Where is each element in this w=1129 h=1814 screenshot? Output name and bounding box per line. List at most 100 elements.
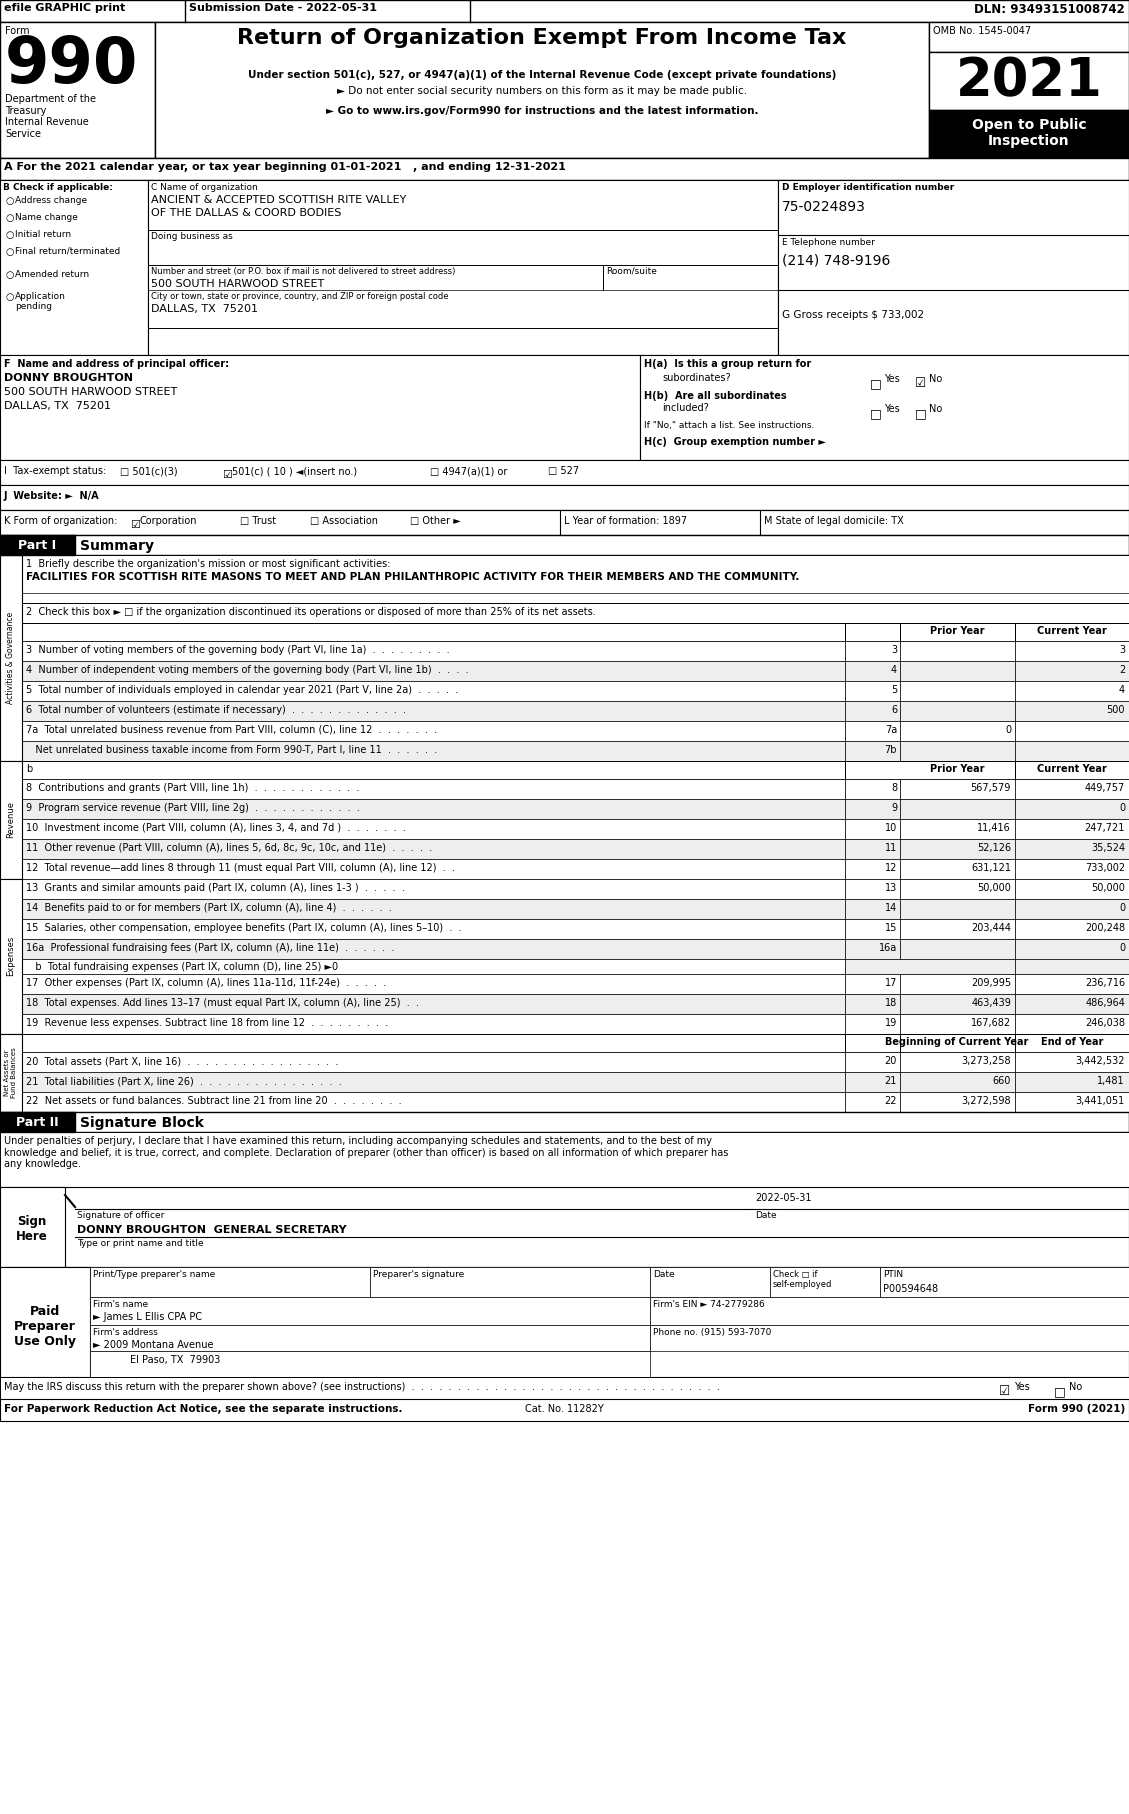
Text: 0: 0 <box>1005 726 1010 735</box>
Bar <box>1015 720 1129 740</box>
Bar <box>900 994 1015 1014</box>
Text: 4: 4 <box>891 666 898 675</box>
Bar <box>0 1186 65 1266</box>
Text: 8: 8 <box>891 784 898 793</box>
Text: 14  Benefits paid to or for members (Part IX, column (A), line 4)  .  .  .  .  .: 14 Benefits paid to or for members (Part… <box>26 903 392 912</box>
Bar <box>148 180 778 356</box>
Text: 21: 21 <box>885 1076 898 1087</box>
Bar <box>21 994 844 1014</box>
Text: Date: Date <box>653 1270 675 1279</box>
Text: 567,579: 567,579 <box>971 784 1010 793</box>
Bar <box>844 940 900 960</box>
Bar <box>778 180 1129 356</box>
Text: Summary: Summary <box>80 539 154 553</box>
Text: 500: 500 <box>1106 706 1124 715</box>
Text: M State of legal domicile: TX: M State of legal domicile: TX <box>764 515 903 526</box>
Bar <box>21 555 1129 602</box>
Text: 631,121: 631,121 <box>971 863 1010 873</box>
Bar <box>1015 880 1129 900</box>
Bar <box>640 356 1129 461</box>
Bar <box>0 484 1129 510</box>
Text: Yes: Yes <box>1014 1382 1030 1391</box>
Bar <box>900 640 1015 660</box>
Bar <box>900 818 1015 840</box>
Bar <box>1015 622 1129 640</box>
Text: 13  Grants and similar amounts paid (Part IX, column (A), lines 1-3 )  .  .  .  : 13 Grants and similar amounts paid (Part… <box>26 883 405 892</box>
Bar <box>21 740 844 762</box>
Bar <box>1015 660 1129 680</box>
Bar <box>844 1072 900 1092</box>
Bar <box>21 762 844 778</box>
Text: 3,273,258: 3,273,258 <box>962 1056 1010 1067</box>
Text: L Year of formation: 1897: L Year of formation: 1897 <box>564 515 688 526</box>
Text: OMB No. 1545-0047: OMB No. 1545-0047 <box>933 25 1031 36</box>
Text: 4: 4 <box>1119 686 1124 695</box>
Bar <box>370 1266 650 1297</box>
Text: 18: 18 <box>885 998 898 1009</box>
Bar <box>844 860 900 880</box>
Text: No: No <box>929 405 943 414</box>
Bar <box>1015 740 1129 762</box>
Bar <box>0 880 21 1034</box>
Bar <box>844 660 900 680</box>
Bar <box>844 778 900 798</box>
Bar <box>900 880 1015 900</box>
Text: □ 527: □ 527 <box>548 466 579 475</box>
Text: 10: 10 <box>885 824 898 833</box>
Text: ○: ○ <box>5 247 14 258</box>
Bar <box>1015 680 1129 700</box>
Text: 4  Number of independent voting members of the governing body (Part VI, line 1b): 4 Number of independent voting members o… <box>26 666 469 675</box>
Text: City or town, state or province, country, and ZIP or foreign postal code: City or town, state or province, country… <box>151 292 448 301</box>
Text: 500 SOUTH HARWOOD STREET: 500 SOUTH HARWOOD STREET <box>151 279 324 288</box>
Bar <box>90 1297 650 1324</box>
Text: Current Year: Current Year <box>1038 764 1106 775</box>
Bar <box>844 974 900 994</box>
Bar <box>900 660 1015 680</box>
Text: Date: Date <box>755 1212 777 1221</box>
Text: 75-0224893: 75-0224893 <box>782 200 866 214</box>
Bar <box>844 1052 900 1072</box>
Text: 15  Salaries, other compensation, employee benefits (Part IX, column (A), lines : 15 Salaries, other compensation, employe… <box>26 923 462 932</box>
Bar <box>650 1297 1129 1324</box>
Text: 3: 3 <box>891 646 898 655</box>
Text: 22: 22 <box>884 1096 898 1107</box>
Text: included?: included? <box>662 403 709 414</box>
Text: efile GRAPHIC print: efile GRAPHIC print <box>5 4 125 13</box>
Bar <box>1015 920 1129 940</box>
Text: 1,481: 1,481 <box>1097 1076 1124 1087</box>
Text: Beginning of Current Year: Beginning of Current Year <box>885 1038 1029 1047</box>
Bar <box>844 818 900 840</box>
Text: ► 2009 Montana Avenue: ► 2009 Montana Avenue <box>93 1341 213 1350</box>
Bar <box>21 880 844 900</box>
Text: 10  Investment income (Part VIII, column (A), lines 3, 4, and 7d )  .  .  .  .  : 10 Investment income (Part VIII, column … <box>26 824 405 833</box>
Bar <box>844 900 900 920</box>
Text: ► James L Ellis CPA PC: ► James L Ellis CPA PC <box>93 1312 202 1322</box>
Text: 50,000: 50,000 <box>1091 883 1124 892</box>
Bar <box>844 880 900 900</box>
Text: 3,272,598: 3,272,598 <box>962 1096 1010 1107</box>
Text: DONNY BROUGHTON: DONNY BROUGHTON <box>5 374 133 383</box>
Text: □: □ <box>870 406 882 421</box>
Text: 6: 6 <box>891 706 898 715</box>
Text: 20: 20 <box>885 1056 898 1067</box>
Text: 2  Check this box ► □ if the organization discontinued its operations or dispose: 2 Check this box ► □ if the organization… <box>26 608 596 617</box>
Bar <box>0 1112 1129 1132</box>
Bar <box>0 1132 1129 1186</box>
Text: May the IRS discuss this return with the preparer shown above? (see instructions: May the IRS discuss this return with the… <box>5 1382 720 1391</box>
Text: 660: 660 <box>992 1076 1010 1087</box>
Text: Firm's name: Firm's name <box>93 1301 148 1310</box>
Bar <box>21 602 1129 622</box>
Text: Preparer's signature: Preparer's signature <box>373 1270 464 1279</box>
Bar <box>1015 840 1129 860</box>
Text: Final return/terminated: Final return/terminated <box>15 247 121 256</box>
Text: 8  Contributions and grants (Part VIII, line 1h)  .  .  .  .  .  .  .  .  .  .  : 8 Contributions and grants (Part VIII, l… <box>26 784 359 793</box>
Text: (214) 748-9196: (214) 748-9196 <box>782 254 891 268</box>
Text: 209,995: 209,995 <box>971 978 1010 989</box>
Bar <box>21 680 844 700</box>
Bar <box>21 1014 844 1034</box>
Text: A For the 2021 calendar year, or tax year beginning 01-01-2021   , and ending 12: A For the 2021 calendar year, or tax yea… <box>5 161 566 172</box>
Text: 12  Total revenue—add lines 8 through 11 (must equal Part VIII, column (A), line: 12 Total revenue—add lines 8 through 11 … <box>26 863 455 873</box>
Bar <box>929 22 1129 53</box>
Bar <box>1015 778 1129 798</box>
Text: 14: 14 <box>885 903 898 912</box>
